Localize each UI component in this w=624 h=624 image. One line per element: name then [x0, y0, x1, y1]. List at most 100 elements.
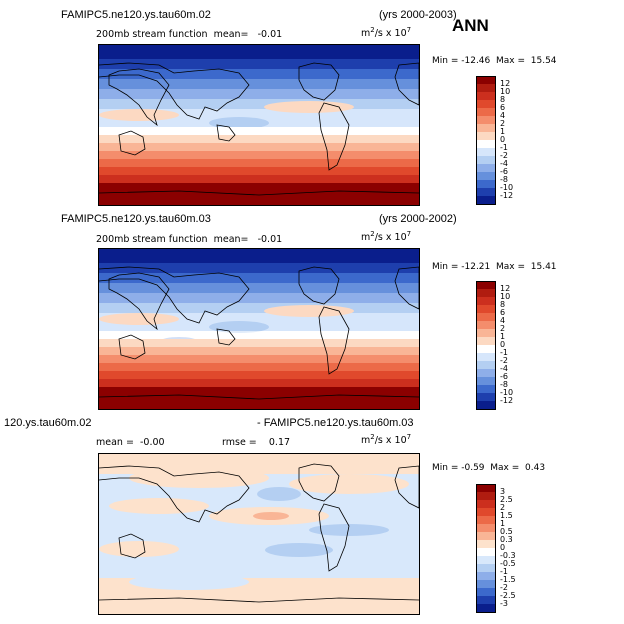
panel3-colorbar-box	[476, 588, 496, 596]
panel3-max-label: Max =	[490, 463, 520, 473]
panel2-colorbar-label: -12	[500, 396, 514, 405]
panel2-colorbar-box	[476, 313, 496, 321]
panel2-colorbar-label: 2	[500, 324, 506, 333]
panel3-colorbar-box	[476, 580, 496, 588]
panel1-colorbar-label: 4	[500, 111, 506, 120]
panel3-colorbar: 3 2.5 2 1.5 1 0.5 0.3 0 -0.3 -0.5 -1 -1.5 -2 -2.5 -3	[476, 484, 526, 613]
panel1-max-value: 15.54	[530, 56, 557, 66]
panel2-minmax: Min = -12.21 Max = 15.41	[432, 262, 557, 272]
panel3-minmax: Min = -0.59 Max = 0.43	[432, 463, 545, 473]
panel1-colorbar-box	[476, 148, 496, 156]
panel3-colorbar-label: -2.5	[500, 591, 516, 600]
panel1-max-label: Max =	[496, 56, 526, 66]
units-mid: /s x 10	[374, 232, 407, 244]
panel2-colorbar-label: -10	[500, 388, 514, 397]
panel2-mean-value: -0.01	[257, 234, 283, 245]
panel2-max-label: Max =	[496, 262, 526, 272]
panel1-colorbar-label: 2	[500, 119, 506, 128]
panel2-colorbar-box	[476, 329, 496, 337]
panel3-rmse-label: rmse =	[222, 437, 257, 448]
panel1-colorbar-box	[476, 156, 496, 164]
panel1-colorbar-label: -10	[500, 183, 514, 192]
panel2-colorbar-box	[476, 289, 496, 297]
panel2-colorbar-label: 1	[500, 332, 506, 341]
panel2-colorbar-label: 12	[500, 284, 511, 293]
panel3-colorbar-label: -0.3	[500, 551, 516, 560]
panel3-colorbar-label: 1	[500, 519, 506, 528]
panel1-colorbar-label: -12	[500, 191, 514, 200]
panel2-colorbar-label: 0	[500, 340, 506, 349]
panel3-colorbar-label: -0.5	[500, 559, 516, 568]
season-label: ANN	[452, 16, 489, 35]
panel3-max-value: 0.43	[525, 463, 546, 473]
panel3-units: m2/s x 107	[361, 433, 411, 446]
panel2-colorbar-label: -6	[500, 372, 508, 381]
panel3-colorbar-box	[476, 508, 496, 516]
panel2-units: m2/s x 107	[361, 230, 411, 243]
panel3-colorbar-label: -1.5	[500, 575, 516, 584]
panel1-colorbar-box	[476, 164, 496, 172]
panel2-colorbar-box	[476, 361, 496, 369]
units-m: m	[361, 28, 371, 40]
panel3-colorbar-label: -3	[500, 599, 508, 608]
panel1-variable: 200mb stream function mean= -0.01	[96, 29, 282, 40]
panel2-colorbar-label: 4	[500, 316, 506, 325]
panel2-colorbar-label: -4	[500, 364, 508, 373]
panel2-map-svg	[99, 249, 419, 409]
panel2-colorbar-label: 10	[500, 292, 511, 301]
panel1-colorbar-label: -2	[500, 151, 508, 160]
panel3-colorbar-label: -1	[500, 567, 508, 576]
panel3-colorbar-box	[476, 596, 496, 604]
panel3-colorbar-box	[476, 548, 496, 556]
panel1-colorbar-box	[476, 100, 496, 108]
panel2-colorbar-box	[476, 377, 496, 385]
panel1-colorbar-box	[476, 92, 496, 100]
panel2-colorbar: 12 10 8 6 4 2 1 0 -1 -2 -4 -6 -8 -10 -12	[476, 281, 526, 410]
panel1-colorbar-box	[476, 188, 496, 196]
panel1-case-title: FAMIPC5.ne120.ys.tau60m.02	[61, 9, 211, 21]
panel2-min-label: Min =	[432, 262, 459, 272]
panel3-colorbar-box	[476, 492, 496, 500]
panel1-colorbar-box	[476, 180, 496, 188]
panel3-colorbar-box	[476, 516, 496, 524]
panel2-colorbar-label: -2	[500, 356, 508, 365]
panel3-colorbar-label: 2.5	[500, 495, 513, 504]
panel3-min-label: Min =	[432, 463, 459, 473]
panel1-colorbar-box	[476, 196, 496, 205]
panel3-case-left: 120.ys.tau60m.02	[4, 417, 92, 429]
panel1-colorbar-label: -8	[500, 175, 508, 184]
panel3-colorbar-box	[476, 500, 496, 508]
units-exp2: 7	[406, 26, 412, 34]
panel2-map	[98, 248, 420, 410]
panel3-colorbar-box	[476, 540, 496, 548]
panel1-units: m2/s x 107	[361, 26, 411, 39]
panel1-minmax: Min = -12.46 Max = 15.54	[432, 56, 557, 66]
panel1-colorbar-label: 10	[500, 87, 511, 96]
panel3-colorbar-box	[476, 532, 496, 540]
panel2-colorbar-box	[476, 353, 496, 361]
panel2-colorbar-box	[476, 345, 496, 353]
panel3-colorbar-label: 0.5	[500, 527, 513, 536]
panel1-colorbar-box	[476, 140, 496, 148]
panel1-colorbar-label: 0	[500, 135, 506, 144]
panel3-colorbar-box	[476, 572, 496, 580]
panel2-colorbar-label: -1	[500, 348, 508, 357]
units-exp: 2	[370, 26, 375, 34]
panel2-colorbar-box	[476, 281, 496, 290]
panel1-colorbar-box	[476, 84, 496, 92]
panel1-colorbar-label: 1	[500, 127, 506, 136]
units-exp: 2	[370, 433, 375, 441]
panel2-colorbar-box	[476, 297, 496, 305]
panel1-mean-value: -0.01	[257, 29, 283, 40]
panel3-map-svg	[99, 454, 419, 614]
panel3-colorbar-box	[476, 524, 496, 532]
panel3-colorbar-label: 2	[500, 503, 506, 512]
panel1-min-value: -12.46	[461, 56, 491, 66]
panel1-colorbar-label: -4	[500, 159, 508, 168]
panel3-colorbar-box	[476, 556, 496, 564]
panel2-colorbar-box	[476, 401, 496, 410]
panel3-colorbar-box	[476, 564, 496, 572]
panel2-colorbar-box	[476, 369, 496, 377]
panel1-colorbar-box	[476, 124, 496, 132]
units-exp2: 7	[406, 433, 412, 441]
